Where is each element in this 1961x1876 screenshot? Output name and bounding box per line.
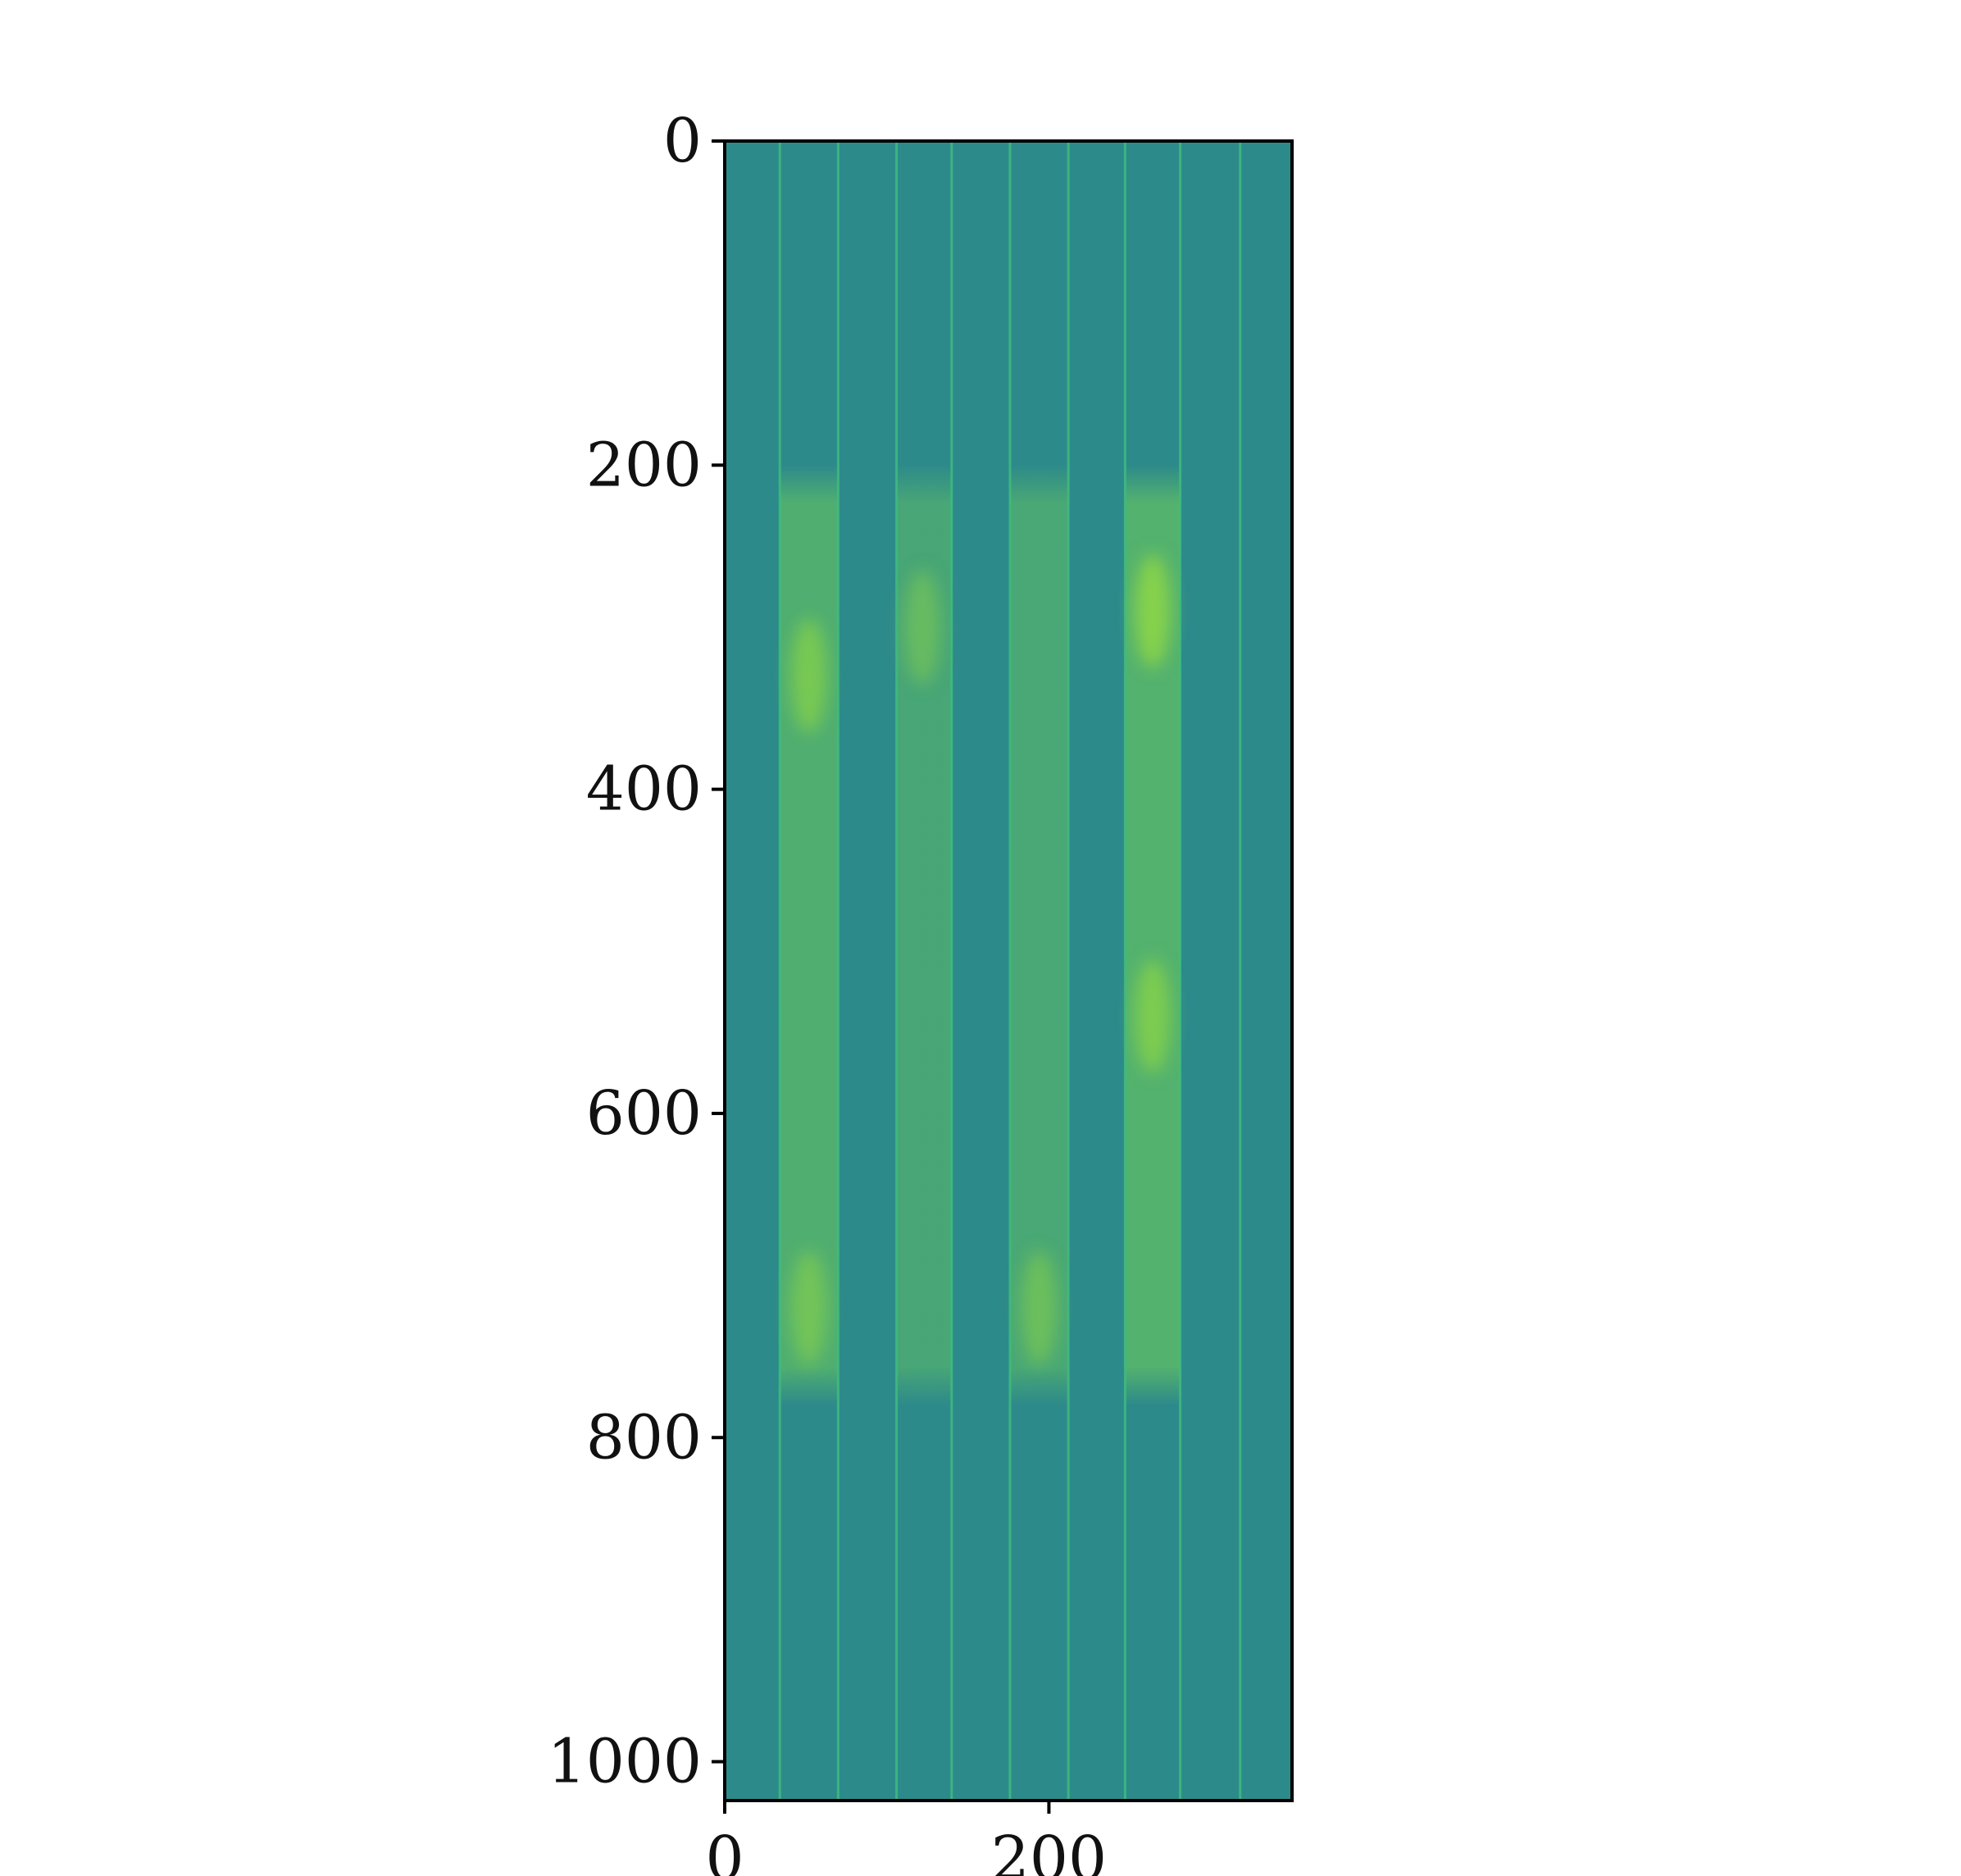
bright-region-4 [790,1250,827,1366]
x-tick-label-0: 0 [705,1824,744,1876]
bright-region-1 [1134,553,1171,669]
bright-region-3 [1134,958,1171,1074]
vertical-lines [778,141,1242,1801]
y-tick-label-200: 200 [586,430,702,500]
y-tick-label-600: 600 [586,1078,702,1149]
x-axis: 0 200 [705,1801,1107,1876]
y-tick-label-0: 0 [663,106,702,176]
y-tick-label-800: 800 [586,1402,702,1473]
activity-band-3 [1009,465,1069,1405]
x-tick-label-200: 200 [991,1824,1107,1876]
y-tick-label-1000: 1000 [548,1727,702,1797]
y-tick-label-400: 400 [586,754,702,825]
y-axis: 0 200 400 600 800 1000 [548,106,725,1797]
bright-region-6 [904,569,941,685]
bright-regions [790,553,1171,1366]
bright-region-5 [1021,1250,1058,1366]
activity-bands [780,465,1181,1405]
bright-region-2 [790,618,827,734]
plot-frame [723,139,1294,1802]
spectrogram-image [725,141,1292,1801]
